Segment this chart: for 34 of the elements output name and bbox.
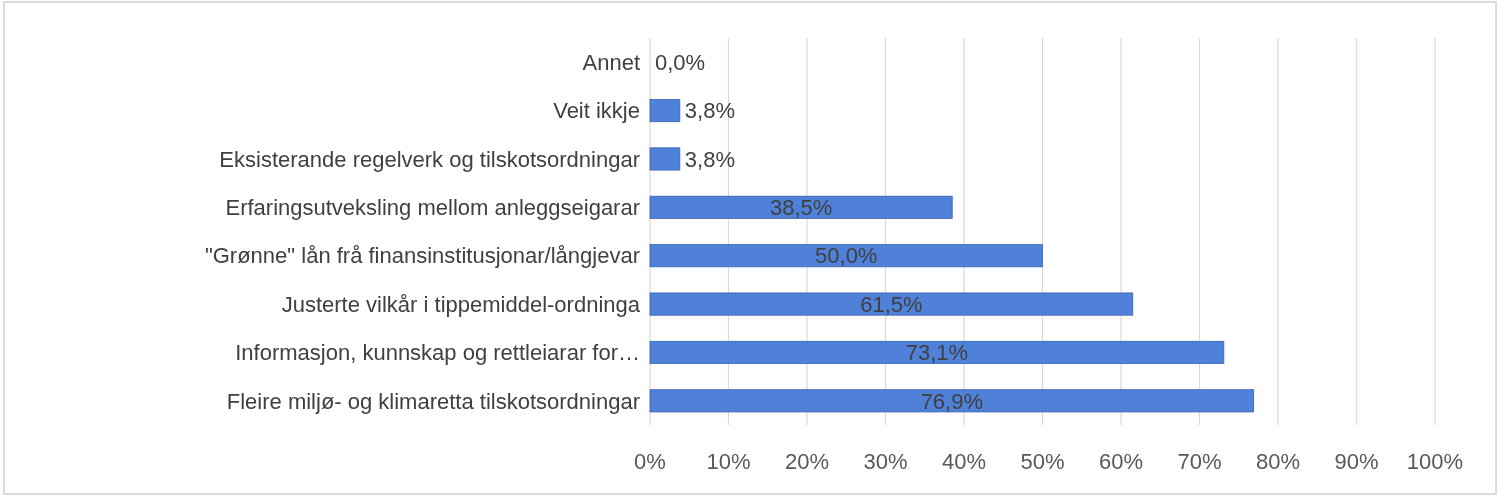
data-label: 76,9%	[920, 388, 984, 414]
x-tick-label: 90%	[1334, 449, 1379, 474]
bar	[649, 195, 953, 219]
x-tick-label: 20%	[784, 449, 830, 474]
data-label: 73,1%	[905, 340, 969, 366]
bar	[649, 292, 1134, 316]
data-label: 50,0%	[815, 243, 878, 269]
y-tick-label: "Grønne" lån frå finansinstitusjonar/långjevar	[204, 243, 640, 269]
bar	[649, 244, 1043, 268]
y-tick-label: Veit ikkje	[553, 98, 640, 124]
x-tick-label: 0%	[634, 449, 666, 474]
x-tick-label: 40%	[941, 449, 987, 474]
data-label: 38,5%	[769, 195, 833, 221]
x-tick-label: 30%	[863, 449, 908, 474]
y-tick-label: Fleire miljø- og klimaretta tilskotsordningar	[226, 388, 640, 414]
x-tick-label: 80%	[1255, 449, 1301, 474]
bar	[649, 147, 681, 171]
y-tick-label: Justerte vilkår i tippemiddel-ordninga	[281, 291, 641, 317]
data-label: 0,0%	[655, 49, 706, 75]
y-tick-label: Annet	[582, 49, 640, 75]
y-tick-label: Erfaringsutveksling mellom anleggseigarar	[225, 195, 640, 221]
x-tick-label: 10%	[706, 449, 751, 474]
bar	[649, 340, 1225, 364]
x-tick-label: 70%	[1177, 449, 1222, 474]
bar	[649, 99, 681, 123]
x-tick-label: 60%	[1098, 449, 1144, 474]
bar	[649, 389, 1255, 413]
y-tick-label: Eksisterande regelverk og tilskotsordningar	[219, 146, 640, 172]
x-tick-label: 50%	[1020, 449, 1065, 474]
x-tick-label: 100%	[1406, 449, 1464, 474]
y-tick-label: Informasjon, kunnskap og rettleiarar for…	[235, 340, 640, 366]
data-label: 3,8%	[684, 146, 735, 172]
data-label: 3,8%	[684, 98, 735, 124]
data-label: 61,5%	[860, 291, 923, 317]
